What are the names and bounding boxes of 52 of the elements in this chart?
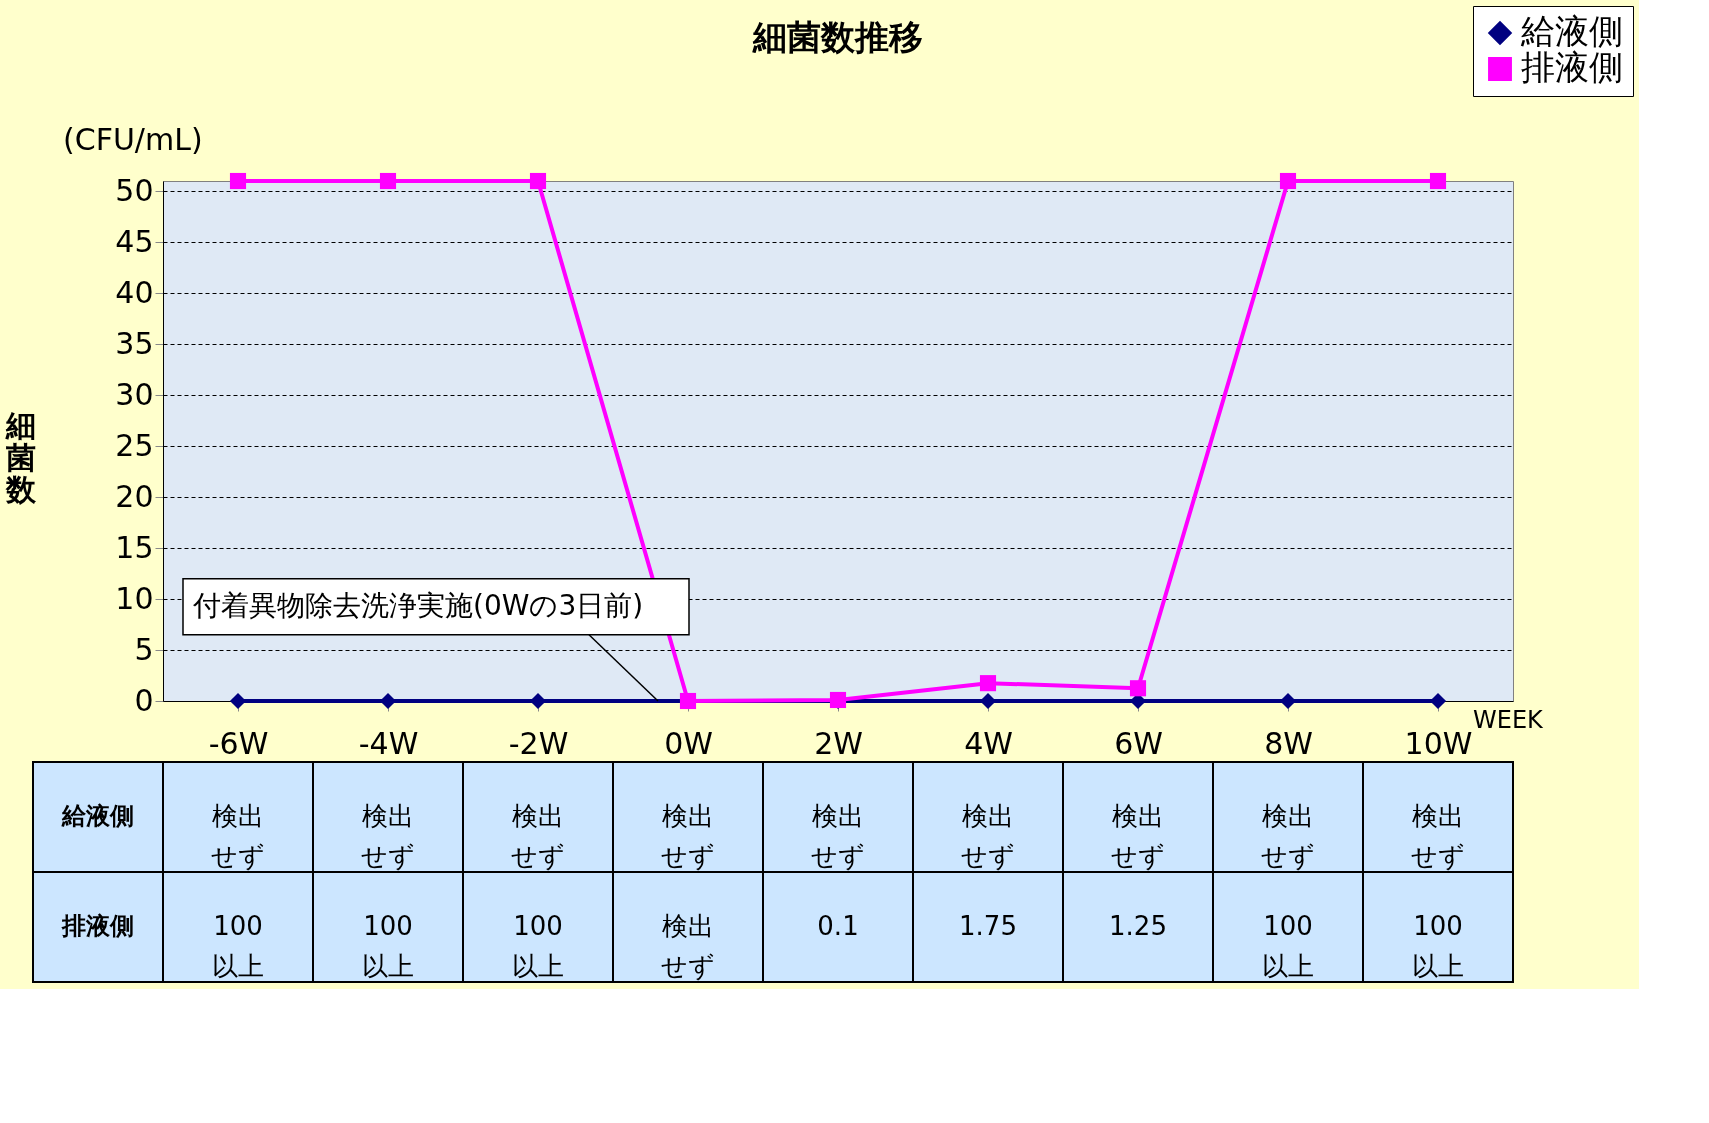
text: 0.1 bbox=[817, 911, 859, 941]
x-tick-label: -6W bbox=[208, 725, 269, 761]
text: 100以上 bbox=[362, 911, 414, 981]
x-tick-label: -2W bbox=[508, 725, 569, 761]
y-tick-label: 15 bbox=[115, 529, 154, 565]
x-tick-label: 8W bbox=[1264, 725, 1313, 761]
y-tick-label: 40 bbox=[115, 274, 154, 310]
text: 1.75 bbox=[959, 911, 1017, 941]
y-tick-label: 20 bbox=[115, 478, 154, 514]
y-tick-label: 10 bbox=[115, 580, 154, 616]
x-tick-label: 10W bbox=[1404, 725, 1473, 761]
y-tick-label: 0 bbox=[134, 682, 154, 718]
text: 給液側 bbox=[62, 802, 134, 830]
text: 検出せず bbox=[1111, 801, 1165, 871]
point bbox=[529, 172, 547, 190]
text: 検出せず bbox=[511, 801, 565, 871]
text: 1.25 bbox=[1109, 911, 1167, 941]
text: 検出せず bbox=[361, 801, 415, 871]
text: 100以上 bbox=[212, 911, 264, 981]
point bbox=[979, 675, 997, 692]
y-tick-label: 25 bbox=[115, 427, 154, 463]
point bbox=[229, 172, 247, 190]
y-tick-label: 50 bbox=[115, 172, 154, 208]
x-tick-label: 0W bbox=[664, 725, 713, 761]
text: 検出せず bbox=[661, 801, 715, 871]
y-tick-label: 35 bbox=[115, 325, 154, 361]
y-tick-label: 30 bbox=[115, 376, 154, 412]
y-axis-title: 細菌数 bbox=[5, 407, 38, 507]
y-tick-label: 5 bbox=[134, 631, 154, 667]
text: 検出せず bbox=[661, 911, 715, 981]
text: 排液側 bbox=[62, 912, 134, 940]
text: 100以上 bbox=[512, 911, 564, 981]
point bbox=[1129, 680, 1147, 697]
text: 100以上 bbox=[1412, 911, 1464, 981]
text: 検出せず bbox=[1411, 801, 1465, 871]
annotation: 付着異物除去洗浄実施(0Wの3日前) bbox=[192, 588, 644, 622]
x-axis-title: WEEK bbox=[1473, 706, 1545, 734]
text: 100以上 bbox=[1262, 911, 1314, 981]
point bbox=[379, 172, 397, 190]
x-tick-label: 6W bbox=[1114, 725, 1163, 761]
text: 検出せず bbox=[211, 801, 265, 871]
text: 検出せず bbox=[811, 801, 865, 871]
x-tick-label: 2W bbox=[814, 725, 863, 761]
chart-title: 細菌数推移 bbox=[752, 17, 923, 57]
text: 検出せず bbox=[961, 801, 1015, 871]
point bbox=[1429, 172, 1447, 190]
text: 検出せず bbox=[1261, 801, 1315, 871]
text: (CFU/mL) bbox=[63, 122, 203, 157]
point bbox=[1279, 172, 1297, 190]
x-tick-label: -4W bbox=[358, 725, 419, 761]
y-tick-label: 45 bbox=[115, 223, 154, 259]
x-tick-label: 4W bbox=[964, 725, 1013, 761]
